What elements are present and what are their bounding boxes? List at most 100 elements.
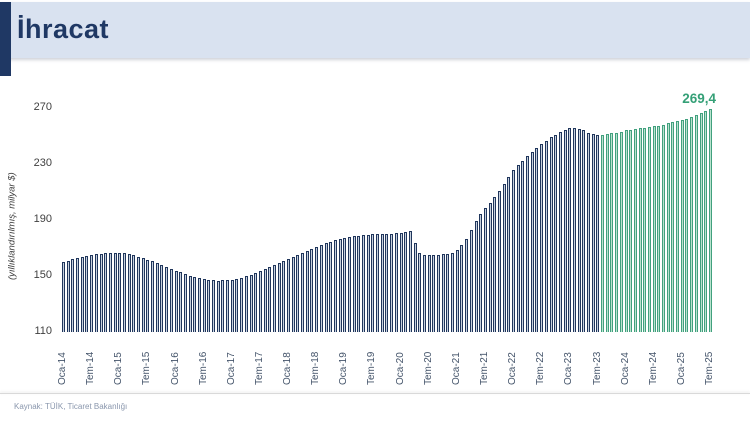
bar-historical <box>418 252 422 332</box>
bar-historical <box>216 280 220 332</box>
bar-historical <box>488 202 492 332</box>
bar-historical <box>516 164 520 332</box>
bar-historical <box>591 133 595 332</box>
bar-historical <box>113 252 117 332</box>
bar-historical <box>66 260 70 332</box>
bar-historical <box>282 261 286 332</box>
bar-recent <box>685 118 689 332</box>
bar-historical <box>502 183 506 332</box>
bar-recent <box>643 127 647 332</box>
bar-recent <box>629 129 633 332</box>
bar-historical <box>291 256 295 332</box>
x-tick-label: Oca-24 <box>619 352 631 385</box>
x-tick-label: Oca-25 <box>675 352 687 385</box>
bar-historical <box>333 240 337 332</box>
bar-historical <box>76 258 80 332</box>
y-tick-label: 230 <box>33 157 52 169</box>
bar-recent <box>704 111 708 332</box>
bar-historical <box>362 235 365 332</box>
bar-historical <box>422 254 426 332</box>
bar-historical <box>188 275 192 332</box>
bar-historical <box>568 128 572 332</box>
x-tick-label: Tem-14 <box>85 351 97 385</box>
x-tick-label: Tem-19 <box>366 351 378 385</box>
bar-historical <box>132 255 136 332</box>
bar-recent <box>680 119 684 332</box>
header <box>0 2 750 58</box>
bar-historical <box>535 147 539 332</box>
bar-historical <box>193 277 197 332</box>
bar-historical <box>446 253 450 332</box>
bar-series <box>62 108 712 332</box>
bar-historical <box>357 235 361 332</box>
bar-historical <box>235 278 239 332</box>
x-tick-label: Tem-20 <box>422 351 434 385</box>
bar-historical <box>493 196 497 332</box>
bar-historical <box>272 265 276 332</box>
bar-historical <box>512 169 515 332</box>
bar-historical <box>197 278 201 332</box>
bar-historical <box>432 255 436 332</box>
bar-historical <box>385 233 389 332</box>
bar-historical <box>329 241 333 332</box>
bar-historical <box>347 237 351 332</box>
y-axis-title: (yıllıklandırılmış, milyar $) <box>6 172 18 280</box>
bar-historical <box>179 272 183 332</box>
bar-historical <box>141 257 145 332</box>
bar-historical <box>221 280 225 332</box>
x-tick-label: Tem-23 <box>591 351 603 385</box>
bar-recent <box>694 115 698 332</box>
x-tick-label: Oca-15 <box>113 352 125 385</box>
bar-historical <box>118 252 122 332</box>
bar-historical <box>155 263 159 332</box>
bar-historical <box>572 128 576 332</box>
page-title: İhracat <box>17 14 110 44</box>
y-tick-label: 270 <box>33 101 52 113</box>
x-tick-label: Tem-25 <box>704 351 715 385</box>
x-tick-label: Oca-23 <box>563 352 575 385</box>
bar-historical <box>380 233 384 332</box>
bar-historical <box>80 257 84 332</box>
bar-historical <box>137 256 140 332</box>
bar-historical <box>230 279 234 332</box>
bar-historical <box>160 264 164 332</box>
bar-historical <box>371 234 375 332</box>
bar-historical <box>244 276 248 332</box>
bar-historical <box>305 250 309 332</box>
bar-recent <box>690 117 694 332</box>
bar-historical <box>240 277 244 332</box>
bar-historical <box>169 268 173 332</box>
bar-historical <box>558 131 562 332</box>
bar-historical <box>390 233 394 332</box>
bar-historical <box>582 130 586 332</box>
bar-historical <box>90 255 94 332</box>
bar-historical <box>460 245 464 332</box>
bar-recent <box>610 133 614 332</box>
bar-recent <box>708 108 712 332</box>
bar-historical <box>263 269 267 332</box>
bar-recent <box>662 124 665 332</box>
bar-historical <box>296 254 300 332</box>
bar-historical <box>343 238 347 332</box>
bar-historical <box>596 135 600 332</box>
bar-historical <box>268 267 272 332</box>
bar-historical <box>544 140 548 332</box>
bar-historical <box>427 255 431 332</box>
bar-historical <box>404 232 408 332</box>
bar-historical <box>207 279 211 332</box>
x-tick-label: Tem-22 <box>535 351 547 385</box>
bar-historical <box>479 213 483 332</box>
bar-recent <box>647 126 651 332</box>
x-tick-label: Tem-15 <box>141 351 153 385</box>
bar-historical <box>474 220 478 332</box>
bar-historical <box>451 252 455 332</box>
x-tick-label: Oca-16 <box>169 352 181 385</box>
bar-recent <box>638 128 642 332</box>
bar-historical <box>146 259 150 332</box>
bar-historical <box>394 233 398 332</box>
bar-historical <box>408 230 412 332</box>
x-tick-label: Oca-21 <box>450 352 462 385</box>
x-tick-label: Tem-21 <box>479 351 490 385</box>
y-tick-label: 150 <box>33 269 52 281</box>
bar-historical <box>441 254 445 332</box>
